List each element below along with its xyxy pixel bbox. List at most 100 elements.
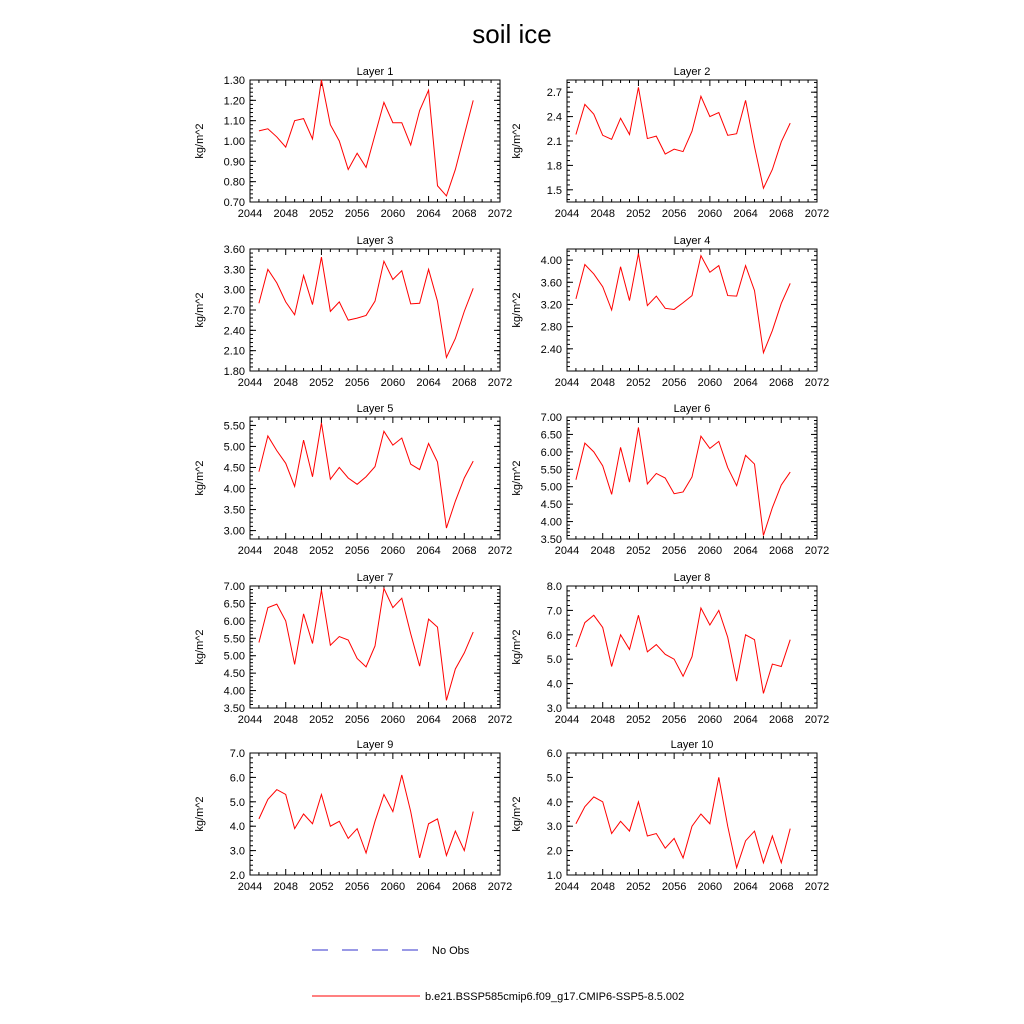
y-axis-label: kg/m^2 bbox=[511, 123, 523, 158]
y-tick-label: 3.00 bbox=[224, 526, 245, 538]
x-tick-label: 2064 bbox=[416, 881, 440, 893]
x-tick-label: 2064 bbox=[416, 545, 440, 557]
plot-frame bbox=[566, 79, 818, 203]
x-tick-label: 2068 bbox=[769, 208, 793, 220]
y-tick-label: 6.0 bbox=[547, 630, 562, 642]
x-tick-label: 2044 bbox=[238, 377, 262, 389]
x-tick-label: 2068 bbox=[452, 881, 476, 893]
y-tick-label: 5.50 bbox=[541, 464, 562, 476]
x-tick-label: 2044 bbox=[555, 545, 579, 557]
y-tick-label: 3.60 bbox=[224, 244, 245, 256]
y-tick-label: 4.00 bbox=[224, 686, 245, 698]
y-tick-label: 7.0 bbox=[230, 748, 245, 760]
x-tick-label: 2068 bbox=[452, 377, 476, 389]
x-tick-label: 2056 bbox=[662, 208, 686, 220]
panel-title: Layer 7 bbox=[357, 572, 394, 584]
series-line bbox=[575, 777, 791, 870]
plot-frame bbox=[249, 416, 501, 540]
x-tick-label: 2072 bbox=[805, 208, 829, 220]
y-tick-label: 4.0 bbox=[547, 679, 562, 691]
y-tick-label: 3.60 bbox=[541, 277, 562, 289]
y-tick-label: 5.0 bbox=[547, 654, 562, 666]
panel-layer-5: Layer 5 2044 2048 2052 2056 2060 2064 2068 2072 3… bbox=[194, 403, 512, 557]
y-tick-label: 4.00 bbox=[541, 517, 562, 529]
x-tick-label: 2060 bbox=[381, 208, 405, 220]
y-axis-label: kg/m^2 bbox=[194, 796, 206, 831]
x-tick-label: 2056 bbox=[662, 377, 686, 389]
y-tick-label: 6.00 bbox=[541, 447, 562, 459]
y-tick-label: 3.50 bbox=[541, 534, 562, 546]
y-tick-label: 2.7 bbox=[547, 87, 562, 99]
x-tick-label: 2060 bbox=[698, 545, 722, 557]
panel-layer-8: Layer 8 2044 2048 2052 2056 2060 2064 2068 2072 3… bbox=[511, 572, 829, 726]
y-tick-label: 2.40 bbox=[541, 344, 562, 356]
x-tick-label: 2060 bbox=[381, 377, 405, 389]
y-tick-label: 2.0 bbox=[230, 870, 245, 882]
x-tick-label: 2052 bbox=[309, 545, 333, 557]
y-tick-label: 0.90 bbox=[224, 156, 245, 168]
panel-title: Layer 1 bbox=[357, 66, 394, 78]
x-tick-label: 2072 bbox=[488, 208, 512, 220]
series-line bbox=[258, 79, 474, 197]
x-tick-label: 2052 bbox=[309, 377, 333, 389]
x-tick-label: 2048 bbox=[590, 208, 614, 220]
y-tick-label: 5.00 bbox=[541, 482, 562, 494]
x-tick-label: 2056 bbox=[345, 208, 369, 220]
x-tick-label: 2044 bbox=[238, 881, 262, 893]
plot-frame bbox=[566, 585, 818, 709]
x-tick-label: 2048 bbox=[273, 377, 297, 389]
y-tick-label: 1.5 bbox=[547, 185, 562, 197]
panel-title: Layer 9 bbox=[357, 739, 394, 751]
y-tick-label: 4.50 bbox=[224, 462, 245, 474]
panel-layer-7: Layer 7 2044 2048 2052 2056 2060 2064 2068 2072 3… bbox=[194, 572, 512, 726]
panel-grid: Layer 1 2044 2048 2052 2056 2060 2064 2068 2072 0… bbox=[194, 66, 829, 893]
x-tick-label: 2072 bbox=[805, 714, 829, 726]
x-tick-label: 2052 bbox=[626, 881, 650, 893]
x-tick-label: 2048 bbox=[590, 545, 614, 557]
panel-title: Layer 6 bbox=[674, 403, 711, 415]
y-tick-label: 1.30 bbox=[224, 75, 245, 87]
panel-layer-4: Layer 4 2044 2048 2052 2056 2060 2064 2068 2072 2… bbox=[511, 235, 829, 389]
y-tick-label: 6.0 bbox=[230, 772, 245, 784]
panel-layer-9: Layer 9 2044 2048 2052 2056 2060 2064 2068 2072 2… bbox=[194, 739, 512, 893]
legend-no-obs-label: No Obs bbox=[432, 945, 470, 957]
x-tick-label: 2044 bbox=[238, 208, 262, 220]
x-tick-label: 2056 bbox=[345, 714, 369, 726]
plot-frame bbox=[249, 248, 501, 372]
y-tick-label: 2.40 bbox=[224, 325, 245, 337]
x-tick-label: 2072 bbox=[488, 714, 512, 726]
x-tick-label: 2052 bbox=[309, 714, 333, 726]
x-tick-label: 2044 bbox=[555, 881, 579, 893]
x-tick-label: 2060 bbox=[381, 545, 405, 557]
x-tick-label: 2068 bbox=[452, 208, 476, 220]
x-tick-label: 2052 bbox=[309, 208, 333, 220]
x-tick-label: 2060 bbox=[381, 714, 405, 726]
y-axis-label: kg/m^2 bbox=[511, 460, 523, 495]
y-tick-label: 1.20 bbox=[224, 95, 245, 107]
y-axis-label: kg/m^2 bbox=[511, 629, 523, 664]
x-tick-label: 2044 bbox=[555, 377, 579, 389]
x-tick-label: 2048 bbox=[273, 714, 297, 726]
x-tick-label: 2052 bbox=[626, 208, 650, 220]
y-tick-label: 6.00 bbox=[224, 616, 245, 628]
x-tick-label: 2064 bbox=[733, 545, 757, 557]
y-axis-label: kg/m^2 bbox=[194, 123, 206, 158]
x-tick-label: 2052 bbox=[626, 545, 650, 557]
x-tick-label: 2056 bbox=[662, 714, 686, 726]
x-tick-label: 2072 bbox=[805, 545, 829, 557]
x-tick-label: 2064 bbox=[416, 208, 440, 220]
y-tick-label: 3.0 bbox=[547, 703, 562, 715]
y-tick-label: 4.50 bbox=[541, 499, 562, 511]
y-tick-label: 4.0 bbox=[230, 821, 245, 833]
plot-frame bbox=[249, 752, 501, 876]
y-tick-label: 3.00 bbox=[224, 285, 245, 297]
y-tick-label: 6.50 bbox=[224, 598, 245, 610]
y-axis-label: kg/m^2 bbox=[511, 292, 523, 327]
x-tick-label: 2064 bbox=[733, 208, 757, 220]
y-tick-label: 0.80 bbox=[224, 177, 245, 189]
legend-model-label: b.e21.BSSP585cmip6.f09_g17.CMIP6-SSP5-8.… bbox=[425, 991, 684, 1003]
y-tick-label: 5.50 bbox=[224, 633, 245, 645]
y-axis-label: kg/m^2 bbox=[194, 292, 206, 327]
x-tick-label: 2056 bbox=[662, 881, 686, 893]
